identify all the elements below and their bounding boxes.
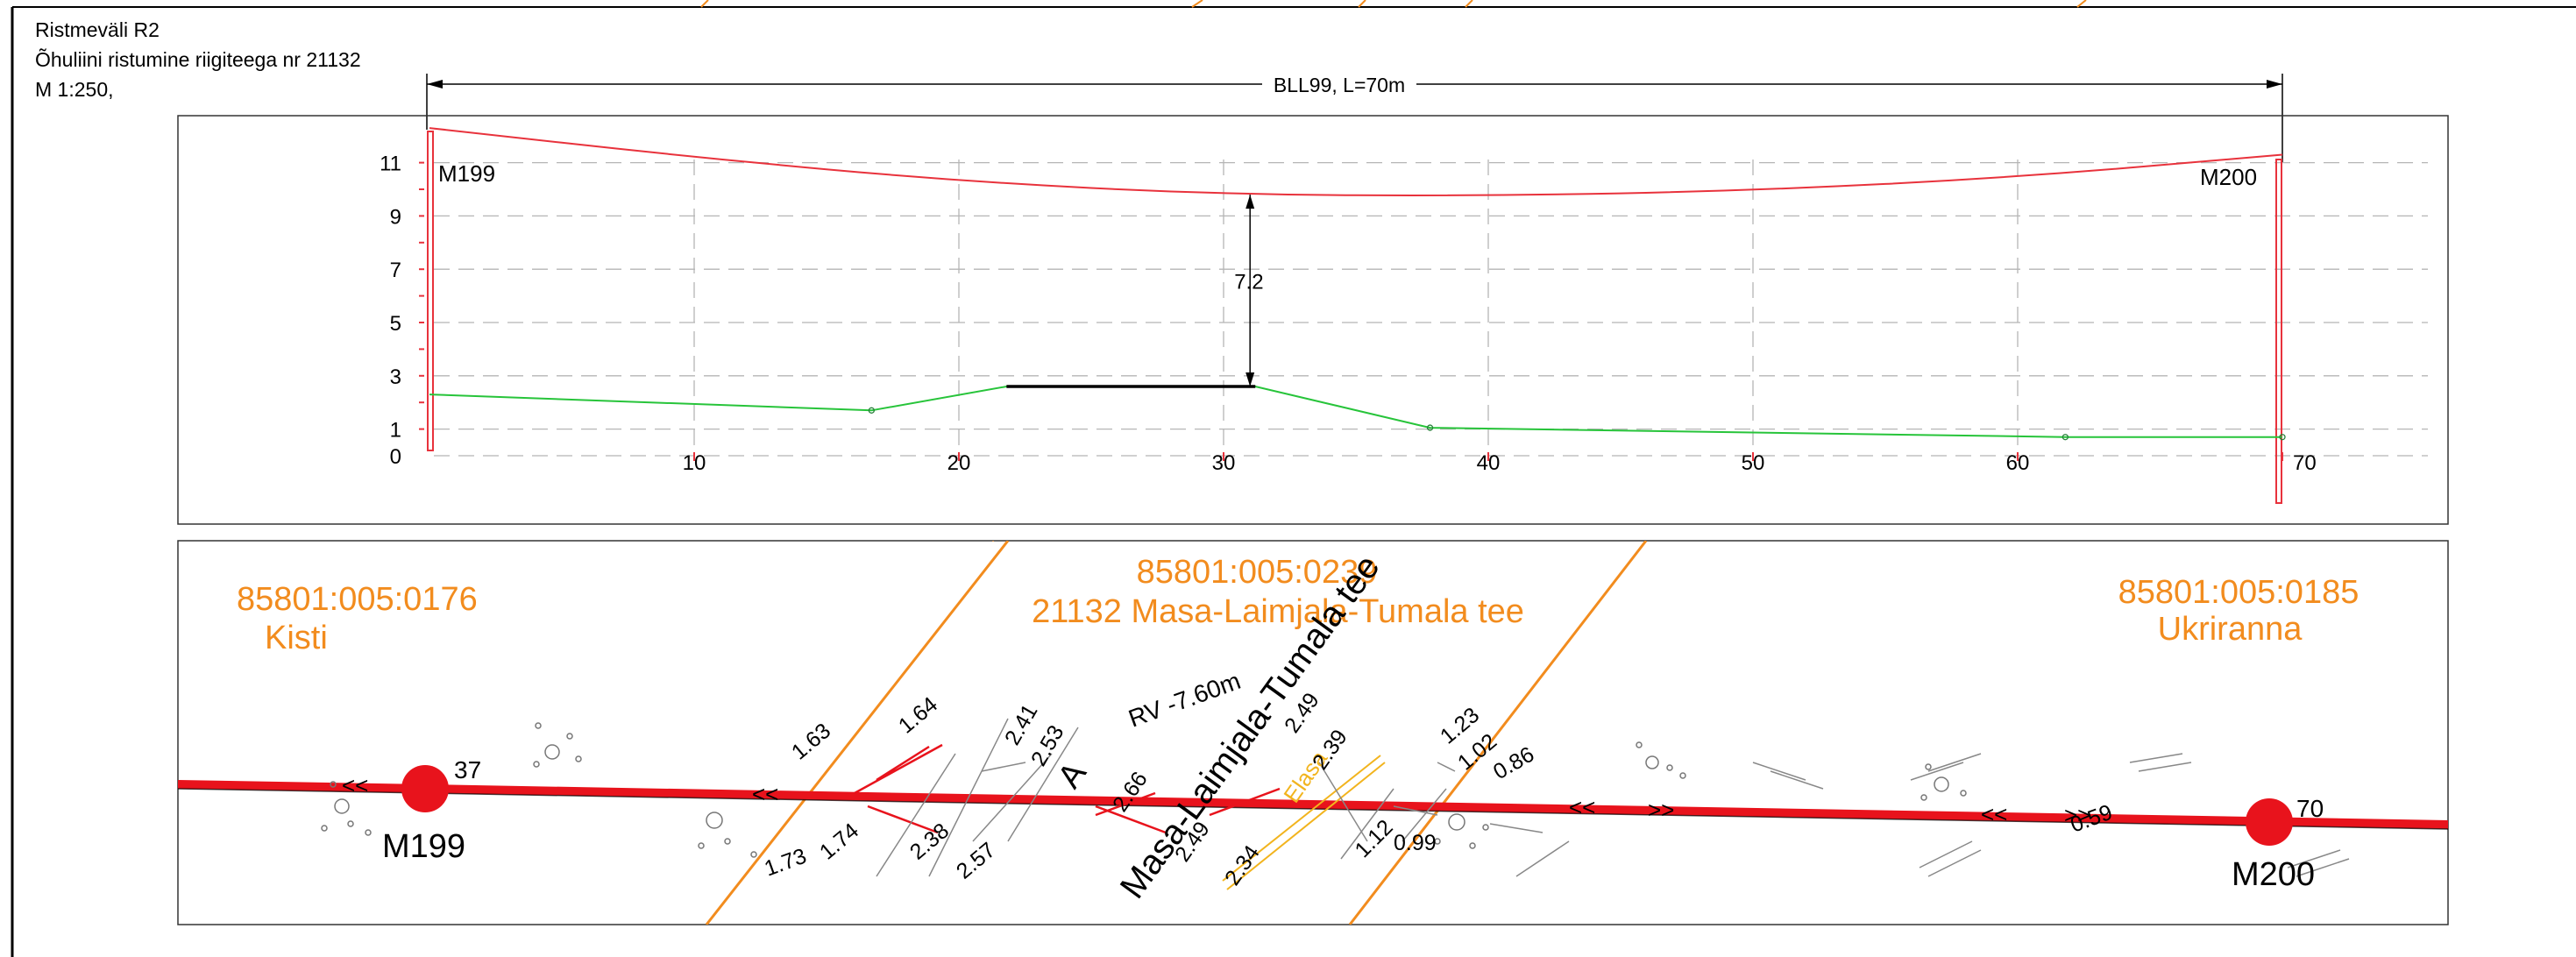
road-edge-lines — [854, 743, 1281, 834]
clearance-label: 7.2 — [1234, 271, 1263, 294]
span-dimension: BLL99, L=70m — [426, 72, 2283, 162]
parcel-road-id: 85801:005:0239 — [1137, 554, 1378, 591]
pole-left-marks — [419, 161, 424, 430]
height-0-99: 0.99 — [1394, 831, 1437, 855]
line-direction-marks-5: << — [1981, 801, 2007, 827]
header-line3: M 1:250, — [35, 78, 114, 101]
y-tick-7: 7 — [390, 259, 401, 282]
x-tick-60: 60 — [2006, 451, 2030, 475]
span-label: BLL99, L=70m — [1274, 74, 1405, 96]
spot-heights: 1.63 1.74 1.73 1.64 2.38 2.57 2.41 2.53 … — [761, 689, 2115, 890]
plan-panel: << << << >> << >> 85801:005:0176 Kisti 8… — [177, 540, 2449, 925]
road-boundary-right — [1348, 541, 1648, 925]
profile-x-ticks: 10 20 30 40 50 60 70 — [683, 451, 2317, 475]
profile-y-ticks: 01 3 5 7 9 11 — [380, 152, 401, 469]
line-direction-marks-6: >> — [2064, 802, 2090, 828]
pole-left-number: 37 — [454, 756, 481, 783]
x-tick-70: 70 — [2293, 451, 2317, 475]
parcel-right-name: Ukriranna — [2158, 611, 2303, 648]
parcel-left-id: 85801:005:0176 — [237, 581, 478, 618]
header-line1: Ristmeväli R2 — [35, 18, 160, 41]
elasa-line — [1222, 755, 1386, 890]
pole-right-profile — [2275, 159, 2282, 504]
pole-right-number: 70 — [2296, 795, 2324, 822]
parcel-right-id: 85801:005:0185 — [2118, 574, 2360, 611]
line-direction-marks-4: >> — [1648, 797, 1674, 823]
ground-survey-points — [868, 407, 2286, 441]
header-line2: Õhuliini ristumine riigiteega nr 21132 — [35, 47, 361, 71]
clearance-dimension: 7.2 — [1234, 195, 1264, 386]
profile-panel: 01 3 5 7 9 11 10 20 30 40 50 60 70 M199 M200 7.2 — [177, 115, 2449, 525]
x-tick-30: 30 — [1212, 451, 1236, 475]
ground-point-3 — [2279, 434, 2286, 441]
height-1-74: 1.74 — [815, 819, 863, 865]
pole-right-plan-label: M200 — [2232, 856, 2315, 893]
pole-left-label: M199 — [438, 160, 495, 187]
x-tick-10: 10 — [683, 451, 706, 475]
x-tick-50: 50 — [1742, 451, 1765, 475]
height-2-38: 2.38 — [905, 819, 954, 865]
pole-right-label: M200 — [2200, 164, 2257, 190]
pole-left-profile — [427, 131, 434, 451]
top-sheet-fragment — [700, 0, 2087, 8]
tree-symbols — [321, 722, 1967, 858]
height-1-12: 1.12 — [1350, 815, 1397, 862]
ground-point-0 — [868, 407, 875, 414]
pole-left-plan-label: M199 — [382, 828, 465, 865]
x-tick-20: 20 — [947, 451, 971, 475]
profile-frame — [177, 115, 2449, 525]
power-line — [178, 780, 2448, 829]
parcel-left-name: Kisti — [265, 620, 328, 656]
pole-left-plan — [401, 765, 449, 812]
pole-right-plan — [2246, 798, 2293, 846]
rv-label: RV -7.60m — [1125, 667, 1244, 733]
height-1-73: 1.73 — [761, 844, 809, 882]
road-gray-lines — [876, 718, 2350, 877]
line-direction-marks-2: << — [752, 781, 778, 807]
y-tick-3: 3 — [390, 365, 401, 389]
profile-grid — [434, 160, 2428, 457]
road-boundary-left-top — [992, 541, 995, 542]
ground-point-1 — [1426, 424, 1434, 431]
line-direction-marks: << — [342, 772, 368, 798]
y-tick-11: 11 — [380, 152, 401, 176]
y-tick-5: 5 — [390, 312, 401, 336]
conductor-curve — [429, 127, 2283, 196]
road-boundary-left — [705, 541, 1010, 925]
y-tick-9: 9 — [390, 205, 401, 229]
line-direction-marks-3: << — [1569, 794, 1595, 820]
ground-point-2 — [2062, 434, 2069, 441]
x-tick-40: 40 — [1477, 451, 1501, 475]
parcel-road-name: 21132 Masa-Laimjala-Tumala tee — [1032, 593, 1524, 630]
y-tick-0: 0 — [390, 445, 401, 469]
y-tick-1: 1 — [390, 419, 401, 443]
plan-frame — [177, 540, 2449, 925]
height-1-63: 1.63 — [787, 719, 835, 765]
height-2-57: 2.57 — [952, 838, 1000, 884]
height-1-64: 1.64 — [894, 692, 942, 739]
